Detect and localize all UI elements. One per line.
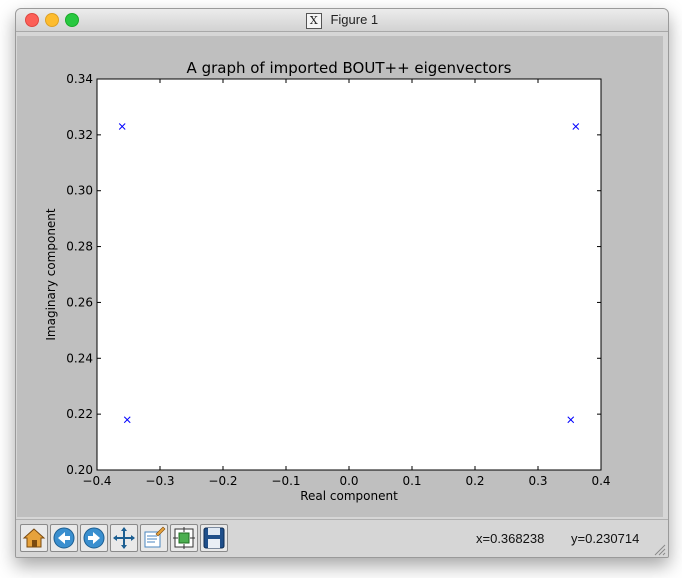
y-tick-label: 0.28 [66, 240, 93, 254]
y-tick-label: 0.34 [66, 72, 93, 86]
forward-button[interactable] [80, 524, 108, 552]
save-icon [203, 527, 225, 549]
maximize-button[interactable] [65, 13, 79, 27]
edit-button[interactable] [140, 524, 168, 552]
back-button[interactable] [50, 524, 78, 552]
y-tick-label: 0.20 [66, 463, 93, 477]
x-tick-label: −0.4 [82, 474, 111, 488]
figure-canvas[interactable]: A graph of imported BOUT++ eigenvectors −… [17, 36, 663, 517]
x-tick-label: 0.3 [528, 474, 547, 488]
data-point [567, 416, 575, 424]
save-button[interactable] [200, 524, 228, 552]
x-tick-label: −0.1 [271, 474, 300, 488]
x-tick-label: 0.1 [402, 474, 421, 488]
window-title-wrap: X Figure 1 [16, 12, 668, 29]
minimize-button[interactable] [45, 13, 59, 27]
y-tick-label: 0.32 [66, 128, 93, 142]
x-tick-label: −0.2 [208, 474, 237, 488]
chart-title: A graph of imported BOUT++ eigenvectors [187, 59, 512, 77]
y-tick-label: 0.26 [66, 295, 93, 309]
y-axis-label: Imaginary component [44, 208, 58, 341]
navigation-toolbar: x=0.368238 y=0.230714 [16, 519, 668, 557]
y-tick-label: 0.22 [66, 407, 93, 421]
configure-subplots-icon [173, 527, 195, 549]
pan-button[interactable] [110, 524, 138, 552]
back-arrow-icon [53, 527, 75, 549]
y-tick-label: 0.30 [66, 184, 93, 198]
cursor-x-coordinate: x=0.368238 [476, 531, 545, 546]
data-point [572, 123, 580, 130]
x-axis-label: Real component [300, 489, 398, 503]
home-icon [22, 528, 46, 548]
x-tick-label: 0.2 [465, 474, 484, 488]
cursor-y-coordinate: y=0.230714 [571, 531, 640, 546]
close-button[interactable] [25, 13, 39, 27]
scatter-chart[interactable]: A graph of imported BOUT++ eigenvectors −… [17, 36, 663, 517]
forward-arrow-icon [83, 527, 105, 549]
window-title: Figure 1 [330, 12, 379, 27]
edit-icon [144, 526, 166, 548]
plot-area [96, 78, 602, 471]
resize-grip-icon[interactable] [654, 544, 666, 556]
configure-subplots-button[interactable] [170, 524, 198, 552]
data-point [118, 123, 126, 130]
figure-window: X Figure 1 A graph of imported BOUT++ ei… [15, 8, 669, 558]
x-tick-label: 0.0 [339, 474, 358, 488]
pan-arrows-icon [113, 527, 135, 549]
x11-logo-icon: X [305, 12, 322, 29]
home-button[interactable] [20, 524, 48, 552]
title-bar[interactable]: X Figure 1 [16, 9, 668, 32]
x-tick-label: 0.4 [591, 474, 610, 488]
y-tick-label: 0.24 [66, 351, 93, 365]
data-point [123, 416, 131, 424]
x-tick-label: −0.3 [145, 474, 174, 488]
